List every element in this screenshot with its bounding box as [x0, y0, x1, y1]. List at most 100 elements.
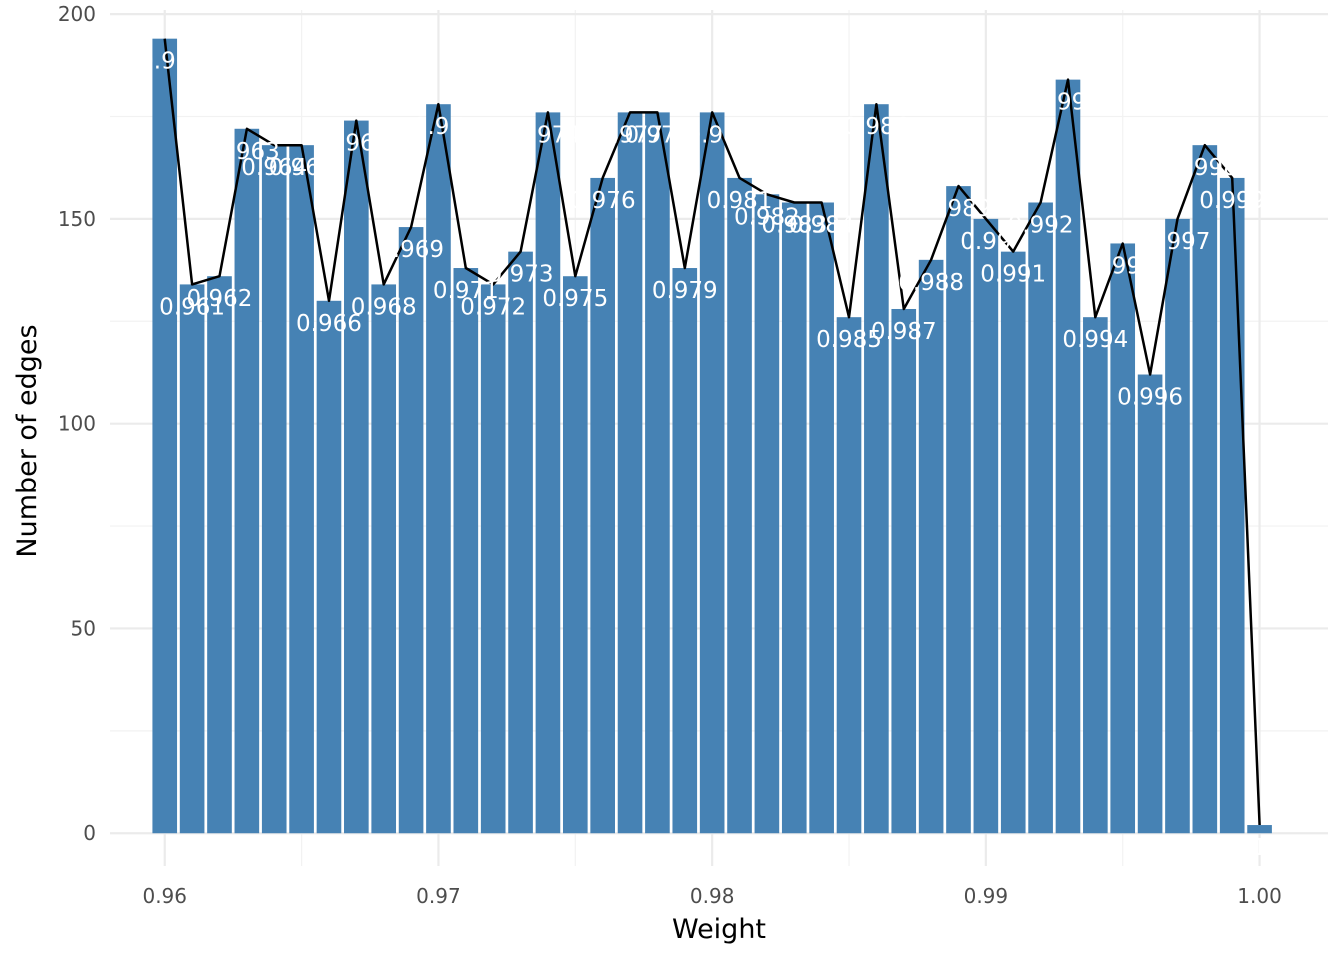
bar-value-label: 0.999: [1199, 188, 1265, 214]
bar-value-label: 0.981: [707, 188, 773, 214]
bar: [645, 112, 670, 834]
bar-value-label: 0.966: [296, 311, 362, 337]
bar: [590, 177, 615, 834]
bar: [398, 227, 424, 834]
count-line-path: [163, 38, 1261, 826]
y-tick-label: 0: [83, 821, 96, 845]
bar: [754, 194, 780, 834]
bar: [562, 276, 588, 834]
bar: [918, 259, 944, 834]
bar-value-label: 0.972: [460, 294, 526, 320]
x-tick-label: 0.96: [142, 884, 187, 908]
bar: [946, 186, 971, 834]
bar-value-label: 0.993: [1035, 90, 1101, 116]
bar: [973, 218, 999, 834]
bar: [1083, 317, 1108, 834]
bar: [672, 268, 698, 834]
x-tick-label: 0.98: [690, 884, 735, 908]
bar: [699, 112, 725, 834]
bar-value-label: 0.996: [1117, 385, 1183, 411]
bar-value-label: 0.977: [597, 122, 663, 148]
bar: [1000, 251, 1026, 834]
bar: [1110, 243, 1136, 834]
count-line: [163, 38, 1261, 826]
bar: [152, 38, 178, 834]
bar-value-label: 0.963: [214, 139, 280, 165]
bar: [781, 202, 807, 834]
bar-value-label: 0.991: [980, 262, 1046, 288]
y-tick-label: 200: [58, 2, 96, 26]
bar: [508, 251, 533, 834]
bar-value-label: 0.992: [1008, 212, 1074, 238]
bar: [809, 202, 834, 834]
bar: [1219, 177, 1245, 834]
bar-value-label: 0.961: [159, 294, 225, 320]
bar: [864, 104, 889, 834]
bar: [1055, 79, 1081, 834]
bar: [1247, 825, 1272, 834]
bar: [207, 276, 232, 834]
bar-value-label: 1: [1252, 835, 1267, 861]
bar-value-label: 0.97: [413, 114, 464, 140]
x-tick-label: 0.99: [964, 884, 1009, 908]
bar: [891, 308, 917, 834]
bar-value-label: 0.99: [960, 229, 1011, 255]
bar: [453, 268, 479, 834]
bar: [426, 104, 451, 834]
bar-value-label: 0.967: [323, 131, 389, 157]
bar-value-label: 0.995: [1090, 253, 1156, 279]
bar: [535, 112, 561, 834]
bar: [1028, 202, 1053, 834]
y-axis-ticks: 0 50 100 150 200: [58, 2, 96, 845]
x-axis-ticks: 0.96 0.97 0.98 0.99 1.00: [142, 884, 1281, 908]
x-tick-label: 1.00: [1237, 884, 1282, 908]
bar-value-label: 0.984: [789, 212, 855, 238]
y-tick-label: 150: [58, 207, 96, 231]
bar-value-label: 0.975: [542, 286, 608, 312]
bar-value-label: 0.976: [570, 188, 636, 214]
bar: [179, 284, 205, 834]
bar: [480, 284, 506, 834]
bar: [289, 145, 314, 834]
bar-value-label: 0.989: [926, 196, 992, 222]
x-axis-title: Weight: [672, 914, 766, 945]
bar-value-label: 0.985: [816, 327, 882, 353]
bar-value-label: 0.997: [1145, 229, 1211, 255]
bar-value-label: 0.96: [139, 49, 190, 75]
bar: [727, 177, 752, 834]
bar: [344, 120, 369, 834]
bar-value-label: 0.987: [871, 319, 937, 345]
bar: [1137, 374, 1163, 834]
bar-value-label: 0.979: [652, 278, 718, 304]
bar: [1165, 218, 1190, 834]
bar-value-label: 0.978: [624, 122, 690, 148]
bar-value-label: 0.994: [1062, 327, 1128, 353]
bar: [234, 128, 260, 834]
bar-value-label: 0.962: [187, 286, 253, 312]
bar-value-label: 0.988: [898, 270, 964, 296]
x-tick-label: 0.97: [416, 884, 461, 908]
bar-value-label: 0.98: [687, 122, 738, 148]
bar-value-label: 0.973: [488, 262, 554, 288]
bar-value-label: 0.983: [761, 212, 827, 238]
bar: [261, 145, 287, 834]
bar: [371, 284, 397, 834]
bar: [1192, 145, 1218, 834]
y-axis-title: Number of edges: [12, 324, 43, 557]
bar-value-label: 0.974: [515, 122, 581, 148]
bar-value-label: 0.998: [1172, 155, 1238, 181]
y-tick-label: 50: [71, 616, 96, 640]
bar-value-label: 0.968: [351, 294, 417, 320]
bar: [836, 317, 862, 834]
bars: [152, 38, 1272, 834]
bar: [316, 300, 342, 834]
bar-value-label: 0.964: [241, 155, 307, 181]
bar-value-label: 0.965: [269, 155, 335, 181]
bar-value-label: 0.982: [734, 204, 800, 230]
bar: [617, 112, 643, 834]
y-tick-label: 100: [58, 412, 96, 436]
bar-value-label: 0.986: [843, 114, 909, 140]
bar-value-label: 0.969: [378, 237, 444, 263]
